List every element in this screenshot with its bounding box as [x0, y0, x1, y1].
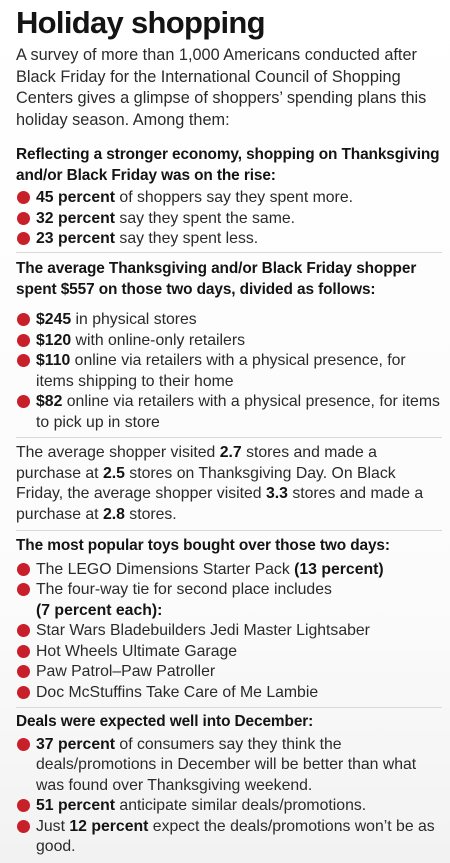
divider — [16, 252, 442, 253]
list-item: 32 percent say they spent the same. — [16, 209, 442, 230]
list-item: The four-way tie for second place includ… — [16, 580, 442, 601]
stat-value: 51 percent — [36, 797, 116, 815]
bullet-icon — [17, 562, 30, 576]
list-item: Paw Patrol–Paw Patroller — [16, 662, 442, 683]
stat-value: $120 — [36, 331, 72, 349]
intro-paragraph: A survey of more than 1,000 Americans co… — [16, 46, 427, 129]
bullet-icon — [17, 624, 30, 638]
bullet-icon — [17, 333, 30, 347]
section-spending: The average Thanksgiving and/or Black Fr… — [16, 259, 442, 434]
stat-value: 32 percent — [36, 209, 116, 227]
item-text: Just — [36, 817, 70, 835]
item-text: expect the deals/promotions won’t be as … — [36, 817, 435, 856]
stat-value: (13 percent) — [294, 560, 384, 578]
bullet-icon — [17, 644, 30, 658]
divider — [16, 707, 442, 708]
list-item: 45 percent of shoppers say they spent mo… — [16, 188, 442, 209]
list-item: Doc McStuffins Take Care of Me Lambie — [16, 683, 442, 704]
paragraph-text: stores. — [124, 505, 177, 523]
bullet-list: $245 in physical stores $120 with online… — [16, 310, 442, 434]
list-item: Just 12 percent expect the deals/promoti… — [16, 817, 442, 858]
list-item: $245 in physical stores — [16, 310, 442, 331]
list-item: (7 percent each): — [16, 601, 442, 622]
stat-value: $82 — [36, 393, 63, 411]
bullet-icon — [17, 799, 30, 813]
bullet-icon — [17, 819, 30, 833]
section-heading: The average Thanksgiving and/or Black Fr… — [16, 260, 417, 298]
divider — [16, 530, 442, 531]
item-text: The LEGO Dimensions Starter Pack — [36, 560, 295, 578]
item-text: Paw Patrol–Paw Patroller — [36, 663, 216, 681]
stat-text: online via retailers with a physical pre… — [36, 393, 440, 431]
bullet-icon — [17, 191, 30, 204]
list-item: 23 percent say they spent less. — [16, 229, 442, 250]
section-heading: Reflecting a stronger economy, shopping … — [16, 146, 440, 184]
list-item: $120 with online-only retailers — [16, 331, 442, 352]
stat-text: say they spent the same. — [115, 209, 296, 227]
paragraph-text: stores and made a purchase at — [16, 485, 424, 523]
stat-text: in physical stores — [71, 311, 197, 328]
stat-text: of shoppers say they spent more. — [115, 189, 353, 206]
item-text: Star Wars Bladebuilders Jedi Master Ligh… — [36, 622, 370, 640]
bullet-icon — [17, 737, 30, 751]
bullet-icon — [17, 665, 30, 679]
stat-value: 2.5 — [102, 464, 125, 482]
bullet-list: The LEGO Dimensions Starter Pack (13 per… — [16, 560, 442, 704]
bullet-list: 45 percent of shoppers say they spent mo… — [16, 188, 442, 250]
stat-value: 2.8 — [102, 505, 125, 523]
stat-value: 23 percent — [36, 230, 116, 248]
paragraph-text: stores and made a purchase at — [16, 444, 377, 482]
bullet-icon — [17, 313, 30, 326]
bullet-icon — [17, 686, 30, 700]
bullet-icon — [17, 354, 30, 368]
stat-value: 2.7 — [219, 444, 242, 461]
bullet-icon — [17, 232, 30, 246]
stat-value: $110 — [36, 352, 71, 370]
bullet-icon — [17, 583, 30, 597]
page-title: Holiday shopping — [16, 5, 266, 40]
paragraph-text: The average shopper visited — [16, 444, 220, 461]
list-item: The LEGO Dimensions Starter Pack (13 per… — [16, 560, 442, 581]
stat-value: (7 percent each): — [36, 601, 163, 619]
bullet-icon — [17, 211, 30, 225]
section-toys: The most popular toys bought over those … — [16, 536, 442, 704]
stat-text: say they spent less. — [115, 230, 259, 248]
section-heading: Deals were expected well into December: — [16, 713, 314, 730]
divider — [16, 437, 442, 438]
bullet-icon — [17, 395, 30, 409]
list-item: 51 percent anticipate similar deals/prom… — [16, 796, 442, 817]
stat-text: with online-only retailers — [71, 331, 245, 349]
stat-value: $245 — [36, 311, 72, 328]
stat-text: online via retailers with a physical pre… — [36, 352, 406, 390]
stat-value: 12 percent — [69, 817, 149, 835]
list-item: $82 online via retailers with a physical… — [16, 392, 442, 433]
section-deals: Deals were expected well into December: … — [16, 712, 442, 858]
item-text: anticipate similar deals/promotions. — [115, 797, 367, 815]
stat-value: 3.3 — [265, 485, 288, 503]
section-store-visits: The average shopper visited 2.7 stores a… — [16, 443, 442, 525]
item-text: The four-way tie for second place includ… — [36, 581, 332, 599]
section-economy: Reflecting a stronger economy, shopping … — [16, 145, 442, 250]
item-text: of consumers say they think the deals/pr… — [36, 735, 417, 794]
bullet-list: 37 percent of consumers say they think t… — [16, 735, 442, 859]
paragraph-text: stores on Thanksgiving Day. On Black Fri… — [16, 464, 396, 503]
item-text: Hot Wheels Ultimate Garage — [36, 642, 238, 660]
list-item: 37 percent of consumers say they think t… — [16, 735, 442, 797]
list-item: $110 online via retailers with a physica… — [16, 351, 442, 392]
list-item: Star Wars Bladebuilders Jedi Master Ligh… — [16, 621, 442, 642]
section-heading: The most popular toys bought over those … — [16, 537, 390, 554]
list-item: Hot Wheels Ultimate Garage — [16, 642, 442, 663]
stat-value: 45 percent — [36, 189, 116, 206]
stat-value: 37 percent — [36, 735, 116, 753]
item-text: Doc McStuffins Take Care of Me Lambie — [36, 684, 319, 702]
